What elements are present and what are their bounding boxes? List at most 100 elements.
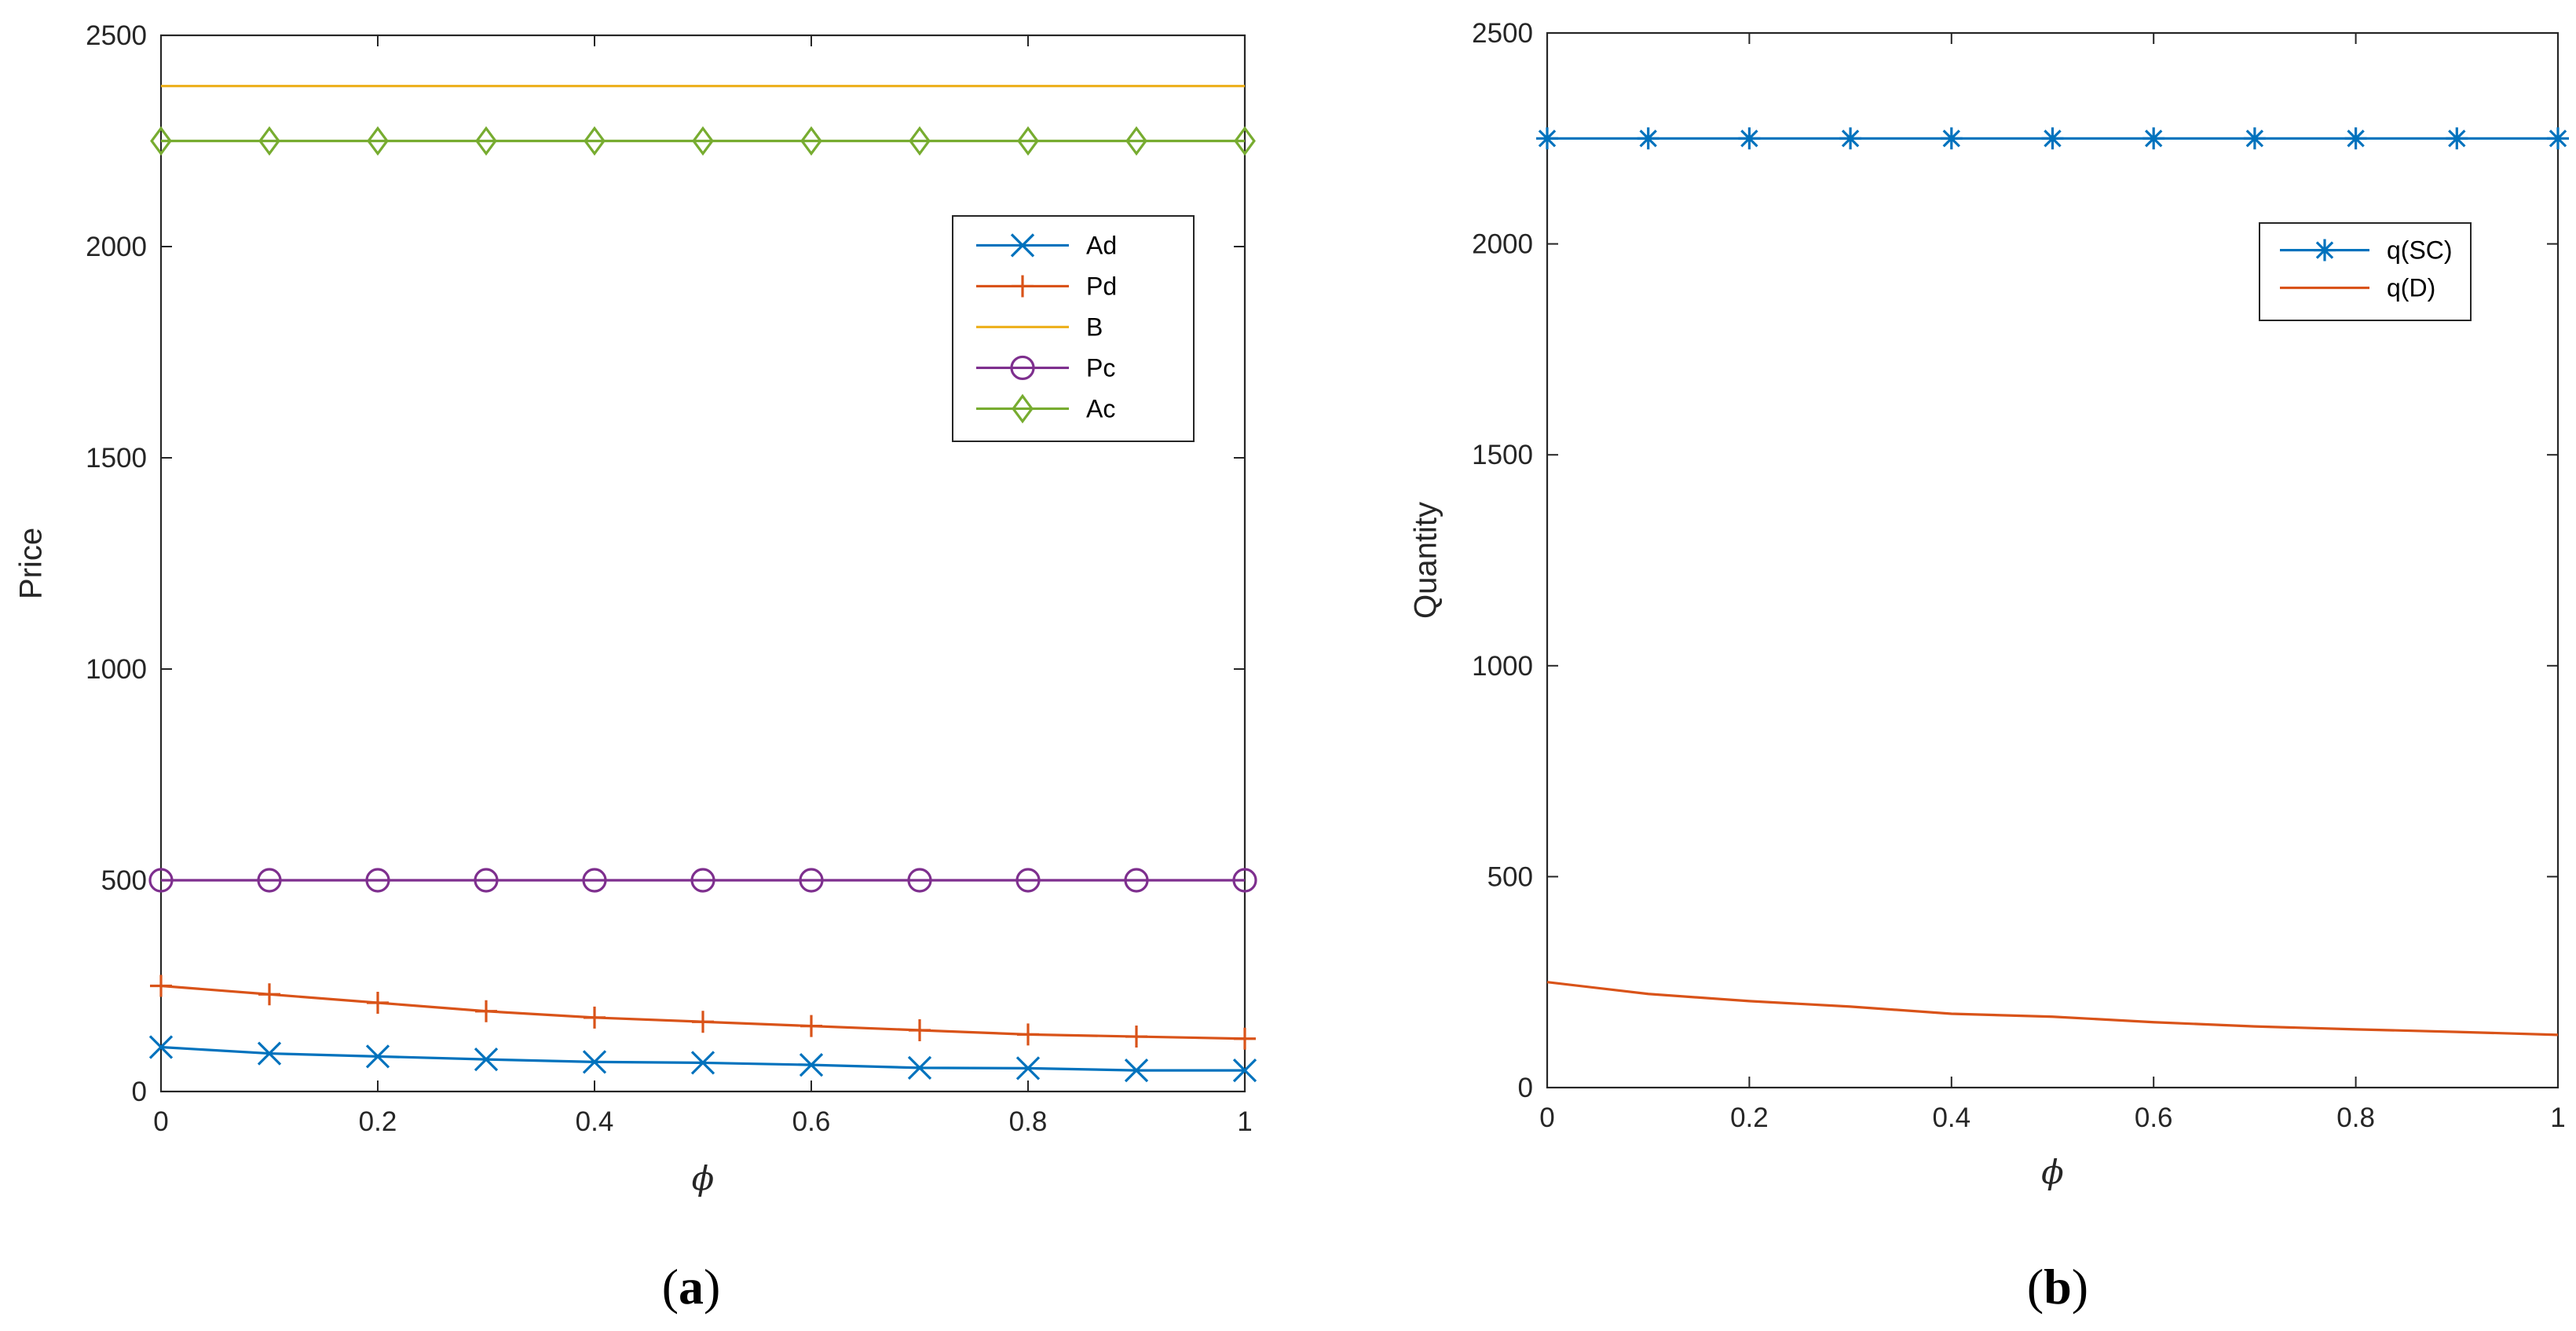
data-point-Pc	[1232, 868, 1257, 893]
data-point-Ac	[1234, 126, 1256, 156]
data-point-Ac	[367, 126, 389, 156]
legend-label-B: B	[1086, 313, 1103, 341]
legend-label-Ac: Ac	[1086, 394, 1115, 422]
x-tick-label: 1	[2550, 1102, 2565, 1133]
y-tick-label: 1500	[86, 443, 147, 474]
data-point-Pd	[150, 974, 172, 997]
data-point-Pd	[1234, 1027, 1256, 1050]
y-tick-label: 0	[132, 1077, 147, 1107]
series-q(SC)	[1536, 127, 2569, 150]
data-point-Ad	[474, 1047, 499, 1072]
data-point-Ac	[909, 126, 931, 156]
y-tick-label: 2500	[1472, 18, 1533, 49]
data-point-Ad	[1124, 1058, 1149, 1083]
data-point-Pd	[367, 992, 389, 1015]
chart-panel-a: 0 500 1000 1500 2000 2500 0 0.2 0.4 0.6 0.8 1 ϕ Price…	[14, 20, 1257, 1315]
y-axis-label: Price	[14, 528, 49, 599]
x-axis-label: ϕ	[692, 1159, 715, 1198]
legend-label-Pc: Pc	[1086, 353, 1115, 382]
data-point-Pc	[799, 868, 824, 893]
data-point-Ac	[1125, 126, 1147, 156]
data-point-Ad	[1015, 1056, 1041, 1081]
x-tick-label: 0.6	[792, 1106, 831, 1137]
plot-area	[159, 34, 1246, 1093]
series-Ad	[148, 1035, 1257, 1083]
data-point-q(SC)	[1940, 127, 1963, 150]
caption-close-paren: )	[2072, 1259, 2088, 1315]
caption-close-paren: )	[704, 1259, 720, 1315]
data-point-Pd	[692, 1011, 714, 1033]
legend-label-Ad: Ad	[1086, 231, 1117, 259]
panel-caption-a: (a)	[662, 1259, 721, 1315]
data-point-Ad	[1232, 1058, 1257, 1083]
data-point-q(SC)	[1738, 127, 1761, 150]
y-tick-label: 1500	[1472, 440, 1533, 470]
data-point-q(SC)	[1839, 127, 1862, 150]
data-point-Pd	[909, 1018, 931, 1041]
legend-label-Pd: Pd	[1086, 272, 1117, 300]
data-point-Ad	[907, 1055, 932, 1081]
data-point-Pc	[148, 868, 174, 893]
data-point-Pc	[907, 868, 932, 893]
data-point-Pc	[1124, 868, 1149, 893]
data-point-Ad	[799, 1052, 824, 1077]
data-point-Pd	[584, 1006, 606, 1029]
data-point-Ac	[475, 126, 497, 156]
data-point-Pd	[800, 1015, 822, 1037]
plot-area	[1546, 31, 2560, 1089]
y-tick-label: 2500	[86, 20, 147, 51]
y-tick-label: 500	[1487, 861, 1533, 892]
x-tick-label: 0.4	[576, 1106, 614, 1137]
data-point-q(SC)	[2142, 127, 2165, 150]
series-q(D)	[1546, 981, 2559, 1037]
data-point-q(SC)	[2344, 127, 2367, 150]
caption-open-paren: (	[2027, 1259, 2044, 1315]
data-point-Pc	[1015, 868, 1041, 893]
x-tick-label: 0	[153, 1106, 168, 1137]
data-point-Pd	[475, 1000, 497, 1022]
series-Ac	[150, 126, 1256, 156]
x-tick-label: 0.4	[1932, 1102, 1970, 1133]
series-line-q(D)	[1546, 981, 2559, 1037]
data-point-Ad	[582, 1050, 607, 1074]
data-point-q(SC)	[2243, 127, 2266, 150]
data-point-Ad	[148, 1035, 174, 1059]
data-point-Ac	[584, 126, 606, 156]
series-Pd	[150, 974, 1256, 1050]
x-axis-label: ϕ	[2041, 1153, 2064, 1191]
panel-caption-b: (b)	[2027, 1259, 2088, 1315]
data-point-Ac	[692, 126, 714, 156]
data-point-Pc	[582, 868, 607, 893]
data-point-Pd	[1125, 1026, 1147, 1048]
legend: q(SC) q(D)	[2259, 222, 2472, 321]
data-point-Pd	[258, 983, 280, 1006]
x-tick-label: 0.8	[1009, 1106, 1048, 1137]
legend-label-q(SC): q(SC)	[2387, 236, 2453, 265]
data-point-Ac	[258, 126, 280, 156]
data-point-Ad	[257, 1041, 282, 1066]
y-tick-label: 1000	[86, 654, 147, 685]
y-tick-label: 2000	[86, 232, 147, 262]
y-tick-label: 500	[101, 865, 147, 896]
caption-letter: a	[679, 1259, 704, 1315]
data-point-q(SC)	[2547, 127, 2569, 150]
data-point-Ac	[800, 126, 822, 156]
data-point-Pc	[365, 868, 390, 893]
data-point-Ad	[365, 1044, 390, 1069]
x-tick-label: 0.2	[1730, 1102, 1769, 1133]
legend-marker-Pc	[1010, 355, 1035, 381]
data-point-Ac	[150, 126, 172, 156]
y-tick-label: 0	[1518, 1073, 1533, 1103]
legend-marker-Ad	[1010, 233, 1035, 258]
caption-open-paren: (	[662, 1259, 679, 1315]
legend-marker-Pd	[1012, 275, 1034, 298]
series-Pc	[148, 868, 1257, 893]
x-tick-label: 0.2	[359, 1106, 397, 1137]
data-point-q(SC)	[2446, 127, 2468, 150]
caption-letter: b	[2044, 1259, 2072, 1315]
legend-label-q(D): q(D)	[2387, 274, 2435, 302]
data-point-q(SC)	[1637, 127, 1659, 150]
data-point-Pc	[690, 868, 715, 893]
x-tick-label: 0	[1539, 1102, 1554, 1133]
data-point-q(SC)	[2041, 127, 2064, 150]
